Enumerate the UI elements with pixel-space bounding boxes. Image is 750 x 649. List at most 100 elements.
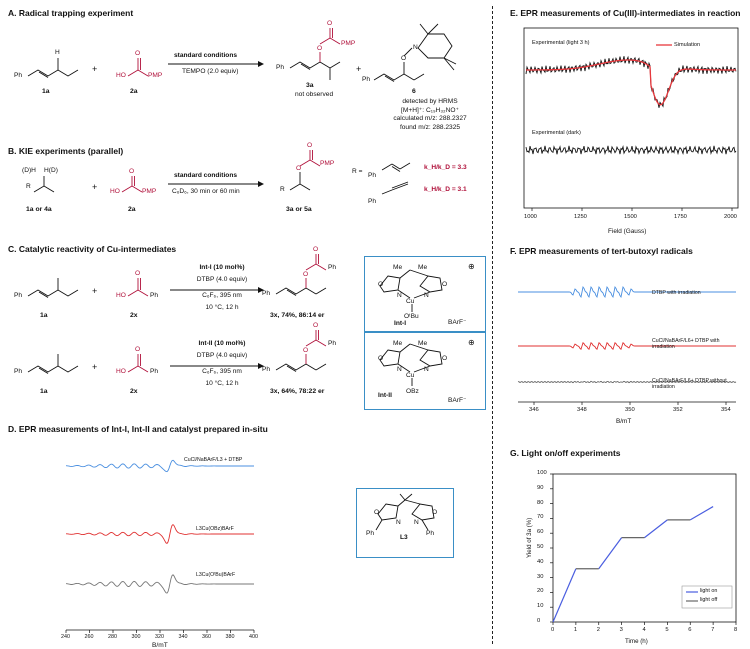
x-tick-label: 240: [61, 634, 70, 640]
catalyst-line: Int-II (10 mol%): [198, 340, 246, 347]
kie-value-2: k_H/k_D = 3.1: [424, 186, 467, 193]
atom-o: O: [129, 168, 135, 175]
compound-2x: 2x: [130, 312, 138, 319]
x-axis-label: B/mT: [152, 642, 168, 649]
hrms-line: [M+H]⁺: C₁₉H₃₂NO⁺: [401, 106, 459, 114]
methyl-label: Me: [393, 264, 403, 271]
oxidant-line: DTBP (4.0 equiv): [196, 276, 248, 283]
atom-ho: HO: [110, 188, 120, 195]
atom-o: O: [313, 322, 319, 329]
x-tick-label: 2000: [724, 214, 737, 220]
atom-o: O: [296, 165, 302, 172]
panel-f-epr-spectra: [517, 285, 737, 405]
y-tick-label: 0: [537, 618, 541, 624]
atom-o: O: [303, 347, 309, 354]
methyl-label: Me: [418, 264, 428, 271]
atom-o: O: [303, 271, 309, 278]
trace-label-red: L3Cu(OBz)BArF: [196, 526, 234, 532]
x-tick-label: 300: [131, 634, 141, 640]
condition-top: standard conditions: [174, 172, 238, 179]
x-tick-label: 348: [577, 407, 587, 413]
legend-experimental: Experimental (light 3 h): [532, 40, 590, 46]
plus-sign: +: [92, 64, 98, 74]
atom-n: N: [397, 366, 402, 373]
x-tick-label: 8: [734, 627, 738, 633]
atom-cu: Cu: [406, 372, 415, 379]
compound-3a: 3a: [306, 82, 314, 89]
plus-sign: +: [92, 286, 98, 296]
panel-d-title: D. EPR measurements of Int-I, Int-II and…: [8, 424, 268, 434]
atom-ph: Ph: [328, 264, 337, 271]
charge-plus-icon: ⊕: [468, 338, 475, 347]
atom-n: N: [397, 292, 402, 299]
trace-label-red: CuCl/NaBArF/L6+ DTBP with irradiation: [652, 338, 720, 350]
plus-sign: +: [92, 182, 98, 192]
ligand-obz: OBz: [406, 388, 419, 395]
y-tick-label: 40: [537, 558, 544, 565]
atom-o: O: [327, 20, 333, 27]
hrms-line: detected by HRMS: [402, 98, 458, 105]
int-ii-box: [364, 332, 486, 410]
x-tick-label: 0: [551, 627, 555, 633]
atom-o: O: [442, 355, 448, 362]
atom-pmp: PMP: [142, 188, 157, 195]
y-axis-label: Yield of 3a (%): [526, 517, 533, 558]
series-segment-light-on: [644, 519, 668, 539]
compound-2a: 2a: [128, 206, 136, 213]
atom-ho: HO: [116, 292, 126, 299]
panel-c-title: C. Catalytic reactivity of Cu-intermedia…: [8, 244, 177, 254]
series-segment-light-on: [598, 537, 623, 570]
panel-c-structures: [27, 254, 443, 386]
compound-2a: 2a: [130, 88, 138, 95]
ligand-l3-box: [356, 488, 454, 558]
atom-ph: Ph: [14, 72, 23, 79]
atom-pmp: PMP: [320, 160, 335, 167]
atom-ho: HO: [116, 72, 126, 79]
panel-g-title: G. Light on/off experiments: [510, 448, 621, 458]
epr-trace-blue: [65, 459, 254, 473]
dark-label: Experimental (dark): [532, 130, 581, 136]
compound-1a: 1a: [42, 88, 50, 95]
atom-ph: Ph: [362, 76, 371, 83]
x-tick-label: 1250: [574, 214, 587, 220]
methyl-label: Me: [418, 340, 428, 347]
rxn2-conditions: Int-II (10 mol%) DTBP (4.0 equiv) C₆F₆, …: [182, 338, 262, 390]
simulation-trace: [526, 59, 736, 106]
rxn1-conditions: Int-I (10 mol%) DTBP (4.0 equiv) C₆F₆, 3…: [182, 262, 262, 314]
x-tick-label: 346: [529, 407, 539, 413]
atom-o: O: [442, 281, 448, 288]
series-segment-light-on: [552, 568, 577, 623]
r-equals: R =: [352, 168, 363, 175]
condition-top: standard conditions: [174, 52, 238, 59]
atom-r: R: [280, 186, 285, 193]
atom-ph: Ph: [14, 368, 23, 375]
panel-f-title: F. EPR measurements of tert-butoxyl radi…: [510, 246, 693, 256]
panel-b-structures: [33, 150, 411, 195]
atom-ph: Ph: [328, 340, 337, 347]
y-tick-label: 70: [537, 514, 544, 521]
product-3x-rxn2: 3x, 64%, 78:22 er: [270, 388, 325, 395]
atom-o: O: [378, 355, 384, 362]
y-tick-label: 90: [537, 484, 544, 491]
y-tick-label: 60: [537, 529, 544, 536]
atom-o: O: [378, 281, 384, 288]
x-tick-label: 1500: [624, 214, 637, 220]
x-tick-label: 380: [225, 634, 235, 640]
atom-ph: Ph: [366, 530, 375, 537]
x-tick-label: 1000: [524, 214, 537, 220]
atom-ph: Ph: [150, 368, 159, 375]
x-tick-label: 6: [688, 627, 692, 633]
atom-o: O: [135, 270, 141, 277]
condition-bottom: TEMPO (2.0 equiv): [182, 68, 239, 75]
atom-ph: Ph: [368, 172, 377, 179]
hrms-line: found m/z: 288.2325: [399, 123, 461, 131]
not-observed-note: not observed: [295, 91, 334, 98]
atom-ph: Ph: [150, 292, 159, 299]
x-tick-label: 320: [155, 634, 164, 640]
plus-sign: +: [356, 64, 362, 74]
atom-h: H: [55, 49, 60, 56]
panel-e-title: E. EPR measurements of Cu(III)-intermedi…: [510, 8, 741, 18]
atom-n: N: [414, 519, 419, 526]
charge-plus-icon: ⊕: [468, 262, 475, 271]
